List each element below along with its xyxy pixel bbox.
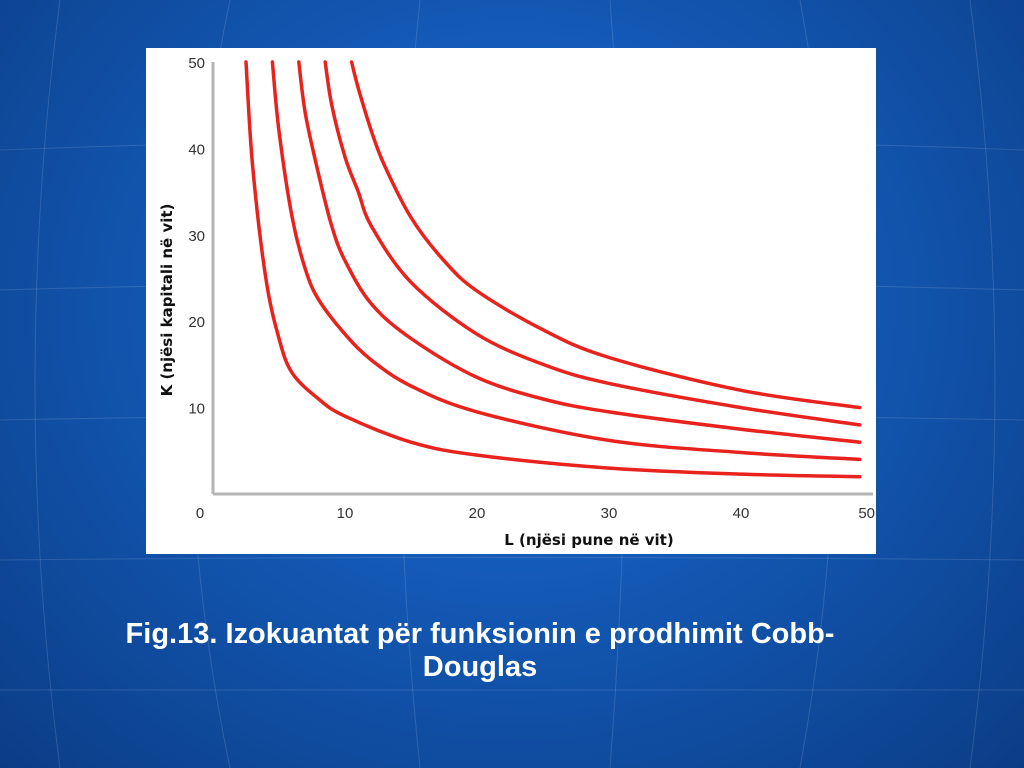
chart-panel: 0 10 20 30 40 50 10 20 30 40 50 L (njësi pune në v… (146, 48, 876, 554)
y-tick-label: 50 (188, 55, 205, 72)
x-tick-label: 10 (337, 505, 354, 522)
tick-labels: 0 10 20 30 40 50 10 20 30 40 50 (188, 55, 875, 522)
caption-line-1: Fig.13. Izokuantat për funksionin e prod… (125, 618, 835, 650)
isoquant-chart: 0 10 20 30 40 50 10 20 30 40 50 L (njësi pune në v… (158, 55, 875, 549)
chart-axes (211, 62, 873, 496)
isoquant-curve-1 (244, 60, 862, 479)
isoquant-curve-2 (270, 60, 862, 462)
caption-line-2: Douglas (422, 651, 538, 683)
y-tick-label: 30 (188, 228, 205, 245)
x-axis-label: L (njësi pune në vit) (504, 531, 673, 549)
x-tick-label: 30 (601, 505, 618, 522)
x-tick-label: 50 (858, 505, 875, 522)
y-tick-label: 40 (188, 141, 205, 158)
isoquant-curves (244, 60, 862, 479)
y-axis-label: K (njësi kapitali në vit) (158, 204, 176, 397)
x-tick-label: 40 (733, 505, 750, 522)
isoquant-curve-5 (349, 60, 862, 410)
isoquant-curve-4 (323, 60, 862, 427)
y-tick-label: 10 (188, 401, 205, 418)
x-tick-label: 20 (469, 505, 486, 522)
y-tick-label: 20 (188, 314, 205, 331)
x-tick-label: 0 (196, 505, 204, 522)
figure-caption: Fig.13. Izokuantat për funksionin e prod… (40, 618, 920, 684)
isoquant-curve-3 (297, 60, 862, 444)
